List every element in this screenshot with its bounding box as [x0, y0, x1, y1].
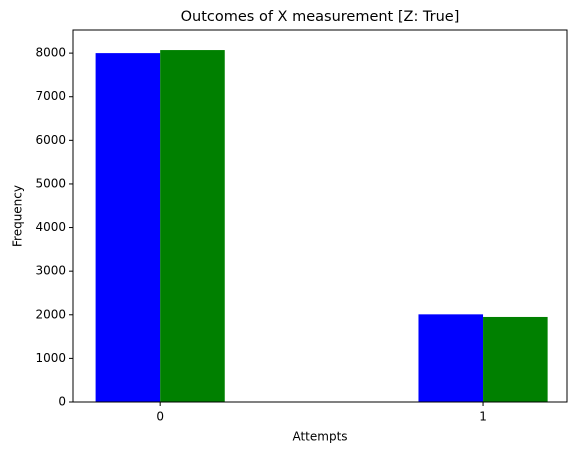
plot-frame	[72, 29, 568, 403]
y-tick-label: 4000	[35, 220, 66, 234]
bar	[95, 53, 161, 403]
y-tick-label: 0	[58, 395, 66, 409]
x-tick-label: 1	[479, 410, 487, 424]
y-axis-label: Frequency	[11, 185, 25, 247]
y-tick-label: 2000	[35, 307, 66, 321]
bar	[418, 314, 484, 402]
y-tick-label: 7000	[35, 89, 66, 103]
x-tick-label: 0	[156, 410, 164, 424]
y-tick-label: 8000	[35, 46, 66, 60]
bar	[483, 316, 548, 402]
y-tick-label: 6000	[35, 133, 66, 147]
y-tick-label: 1000	[35, 351, 66, 365]
x-axis-label: Attempts	[292, 430, 347, 444]
chart-title: Outcomes of X measurement [Z: True]	[181, 9, 460, 25]
y-tick-label: 5000	[35, 176, 66, 190]
bar	[160, 50, 225, 402]
y-tick-label: 3000	[35, 264, 66, 278]
